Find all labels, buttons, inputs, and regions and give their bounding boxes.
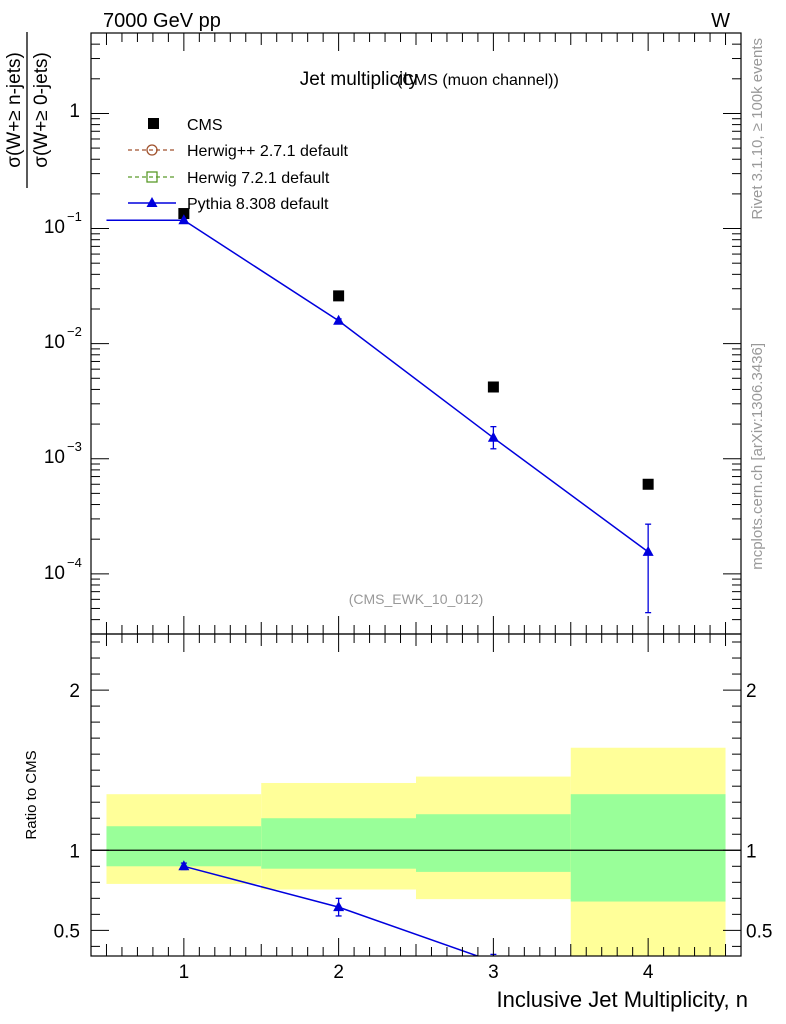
ratio-pythia-point [333, 901, 345, 912]
ytick-label-1e-4: 10 [44, 563, 65, 584]
main-ylabel: σ(W+≥ n-jets) σ(W+≥ 0-jets) [4, 32, 52, 188]
ytick-label-1e-2: 10 [44, 332, 65, 353]
ratio-band-green [570, 794, 726, 902]
legend-label-cms: CMS [187, 117, 223, 134]
ytick-exp-1e-3: −3 [67, 439, 82, 454]
cms-point [333, 290, 345, 302]
legend-label-pythia: Pythia 8.308 default [187, 196, 329, 213]
ratio-ytick-label: 1 [69, 841, 80, 862]
xtick-label: 1 [179, 962, 190, 983]
rivet-label: Rivet 3.1.10, ≥ 100k events [749, 38, 766, 220]
main-subtitle: (CMS (muon channel)) [397, 72, 559, 89]
pythia-point [487, 431, 499, 442]
xtick-label: 2 [333, 962, 344, 983]
ratio-xtick-labels: 1 2 3 4 [179, 962, 654, 983]
ratio-frame [90, 633, 742, 957]
ylabel-numerator: σ(W+≥ n-jets) [4, 52, 25, 168]
xtick-label: 3 [488, 962, 499, 983]
legend-marker-herwigpp [146, 144, 158, 156]
main-title: Jet multiplicity [300, 69, 419, 90]
ratio-bands [106, 747, 726, 956]
legend-marker-cms [148, 118, 159, 129]
header-left: 7000 GeV pp [103, 10, 221, 32]
analysis-tag: (CMS_EWK_10_012) [349, 591, 484, 607]
main-ytick-labels: 1 10 −1 10 −2 10 −3 10 −4 [44, 101, 82, 584]
main-error-bars [180, 217, 652, 614]
ratio-ytick-label: 0.5 [54, 921, 80, 942]
legend-label-herwig7: Herwig 7.2.1 default [187, 170, 330, 187]
ytick-label-1: 1 [69, 101, 80, 122]
ratio-ytick-label-right: 2 [746, 681, 757, 702]
ratio-series-lines [183, 865, 480, 956]
ytick-exp-1e-1: −1 [67, 209, 82, 224]
ytick-label-1e-3: 10 [44, 447, 65, 468]
pythia-point [333, 314, 345, 325]
ratio-ytick-label: 2 [69, 681, 80, 702]
cms-point [642, 478, 654, 490]
xtick-label: 4 [643, 962, 654, 983]
ratio-pythia-point [178, 860, 190, 871]
ratio-band-green [416, 814, 571, 872]
cms-point [487, 381, 499, 393]
ratio-ytick-label-right: 0.5 [746, 921, 772, 942]
ratio-xlabel: Inclusive Jet Multiplicity, n [497, 987, 748, 1012]
legend: CMS Herwig++ 2.7.1 default Herwig 7.2.1 … [128, 117, 349, 213]
pythia-line [106, 219, 649, 553]
legend-marker-pythia [146, 197, 158, 207]
cms-point [178, 208, 190, 220]
pythia-point [178, 214, 190, 225]
ratio-ylabel: Ratio to CMS [23, 750, 40, 839]
legend-label-herwigpp: Herwig++ 2.7.1 default [187, 143, 349, 160]
legend-marker-herwig7 [146, 171, 158, 183]
ytick-exp-1e-2: −2 [67, 324, 82, 339]
ratio-band-green [106, 826, 262, 867]
ratio-ytick-label-right: 1 [746, 841, 757, 862]
ylabel-denominator: σ(W+≥ 0-jets) [31, 52, 52, 168]
pythia-point [642, 545, 654, 556]
header-right: W [711, 10, 730, 32]
ratio-axis-ticks [90, 634, 742, 956]
ratio-band-green [261, 818, 416, 869]
ratio-ytick-labels: 0.5 0.5 1 1 2 2 [54, 681, 773, 942]
main-series-lines [106, 219, 649, 553]
ytick-exp-1e-4: −4 [67, 555, 82, 570]
main-markers [178, 208, 654, 556]
ytick-label-1e-1: 10 [44, 217, 65, 238]
source-label: mcplots.cern.ch [arXiv:1306.3436] [749, 343, 766, 570]
ratio-pythia-line [183, 865, 480, 956]
